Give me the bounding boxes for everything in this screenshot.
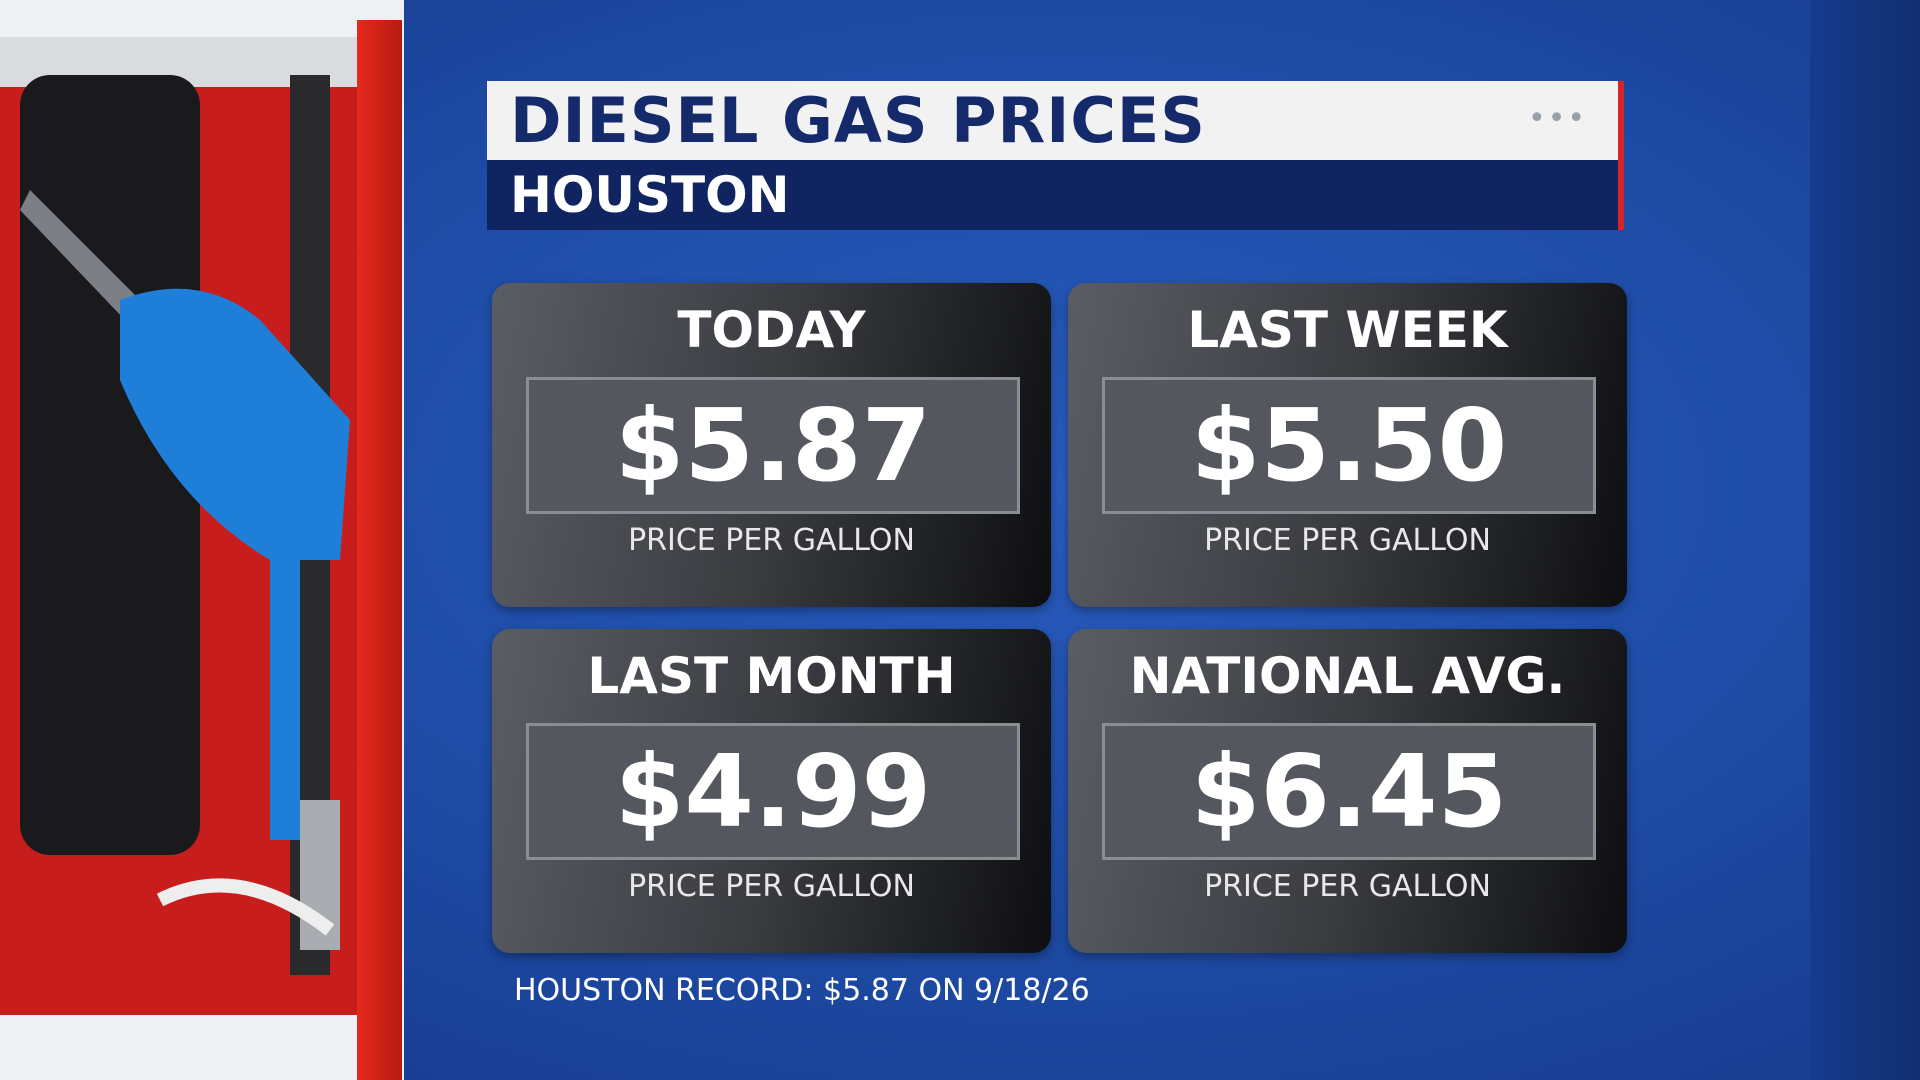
price: $5.87 <box>614 387 932 504</box>
card-label: NATIONAL AVG. <box>1129 647 1566 705</box>
price-box: $4.99 <box>526 723 1020 860</box>
red-bar <box>357 20 402 1080</box>
card-caption: PRICE PER GALLON <box>1204 523 1491 558</box>
price-card: TODAY $5.87 PRICE PER GALLON <box>492 283 1051 607</box>
price: $6.45 <box>1190 733 1508 850</box>
card-label: LAST WEEK <box>1187 301 1508 359</box>
pump-photo <box>0 37 357 1015</box>
price-box: $6.45 <box>1102 723 1596 860</box>
price: $4.99 <box>614 733 932 850</box>
price-box: $5.50 <box>1102 377 1596 514</box>
title: DIESEL GAS PRICES <box>510 84 1206 157</box>
nozzle <box>120 288 350 840</box>
spout <box>20 190 140 320</box>
holster <box>20 75 200 855</box>
footer-note: HOUSTON RECORD: $5.87 ON 9/18/26 <box>514 973 1090 1008</box>
price: $5.50 <box>1190 387 1508 504</box>
price-card: LAST MONTH $4.99 PRICE PER GALLON <box>492 629 1051 953</box>
photo-frame <box>0 0 404 1080</box>
card-caption: PRICE PER GALLON <box>628 869 915 904</box>
price-card: LAST WEEK $5.50 PRICE PER GALLON <box>1068 283 1627 607</box>
logo-swoosh <box>156 878 335 936</box>
title-bar <box>487 81 1622 160</box>
accent-edge <box>1618 81 1624 230</box>
card-label: TODAY <box>677 301 866 359</box>
menu-dots: ••• <box>1528 101 1588 136</box>
card-label: LAST MONTH <box>587 647 956 705</box>
card-caption: PRICE PER GALLON <box>1204 869 1491 904</box>
subtitle-bar <box>487 160 1622 230</box>
price-card: NATIONAL AVG. $6.45 PRICE PER GALLON <box>1068 629 1627 953</box>
price-box: $5.87 <box>526 377 1020 514</box>
subtitle: HOUSTON <box>510 166 790 224</box>
side-stripe <box>1810 0 1920 1080</box>
card-caption: PRICE PER GALLON <box>628 523 915 558</box>
